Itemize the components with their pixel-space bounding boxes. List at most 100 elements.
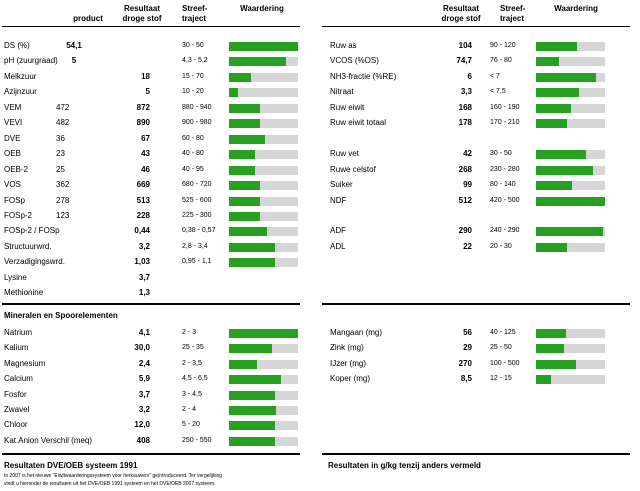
- row-label: ADL: [330, 242, 346, 251]
- rating-bar-fill: [229, 375, 282, 384]
- row-result-value: 513: [136, 196, 150, 205]
- rating-bar-track: [229, 57, 298, 66]
- row-label: FOSp-2 / FOSp: [4, 226, 60, 235]
- rating-bar-track: [536, 344, 605, 353]
- rating-bar-fill: [536, 243, 568, 252]
- row-label: Verzadigingswrd.: [4, 257, 65, 266]
- rating-bar-track: [229, 437, 298, 446]
- row-result-value: 3,2: [138, 405, 150, 414]
- rating-bar-fill: [536, 344, 564, 353]
- row-target-range: 25 - 35: [182, 344, 204, 351]
- row-result-value: 30,0: [134, 343, 150, 352]
- rating-bar-fill: [229, 212, 261, 221]
- rating-bar-track: [229, 212, 298, 221]
- rating-bar-track: [536, 197, 605, 206]
- row-label: FOSp-2: [4, 211, 33, 220]
- row-label: Nitraat: [330, 87, 354, 96]
- header-result-right-line2: droge stof: [441, 14, 481, 23]
- row-label: Suiker: [330, 180, 353, 189]
- row-target-range: < 7: [490, 73, 500, 80]
- rating-bar-fill: [229, 119, 261, 128]
- row-label: NH3-fractie (%RE): [330, 72, 397, 81]
- rating-bar-fill: [536, 57, 559, 66]
- rating-bar-track: [536, 119, 605, 128]
- row-target-range: 80 - 140: [490, 181, 516, 188]
- rating-bar-fill: [229, 73, 252, 82]
- row-result-value: 4,1: [138, 328, 150, 337]
- row-label: Ruw eiwit totaal: [330, 118, 387, 127]
- rating-bar-track: [536, 227, 605, 236]
- rating-bar-track: [536, 42, 605, 51]
- rating-bar-fill: [229, 181, 261, 190]
- row-label: IJzer (mg): [330, 359, 366, 368]
- rating-bar-fill: [229, 166, 255, 175]
- row-label: FOSp: [4, 196, 25, 205]
- row-label: Zwavel: [4, 405, 30, 414]
- row-target-range: 170 - 210: [490, 119, 520, 126]
- row-result-value: 1,03: [134, 257, 150, 266]
- row-label: Ruw as: [330, 41, 357, 50]
- row-label: DS (%): [4, 41, 30, 50]
- rating-bar-fill: [536, 181, 572, 190]
- rating-bar-fill: [536, 375, 552, 384]
- rating-bar-fill: [536, 197, 605, 206]
- row-target-range: 40 - 125: [490, 329, 516, 336]
- rating-bar-fill: [229, 197, 261, 206]
- row-result-value: 56: [463, 328, 472, 337]
- row-product-value: 123: [56, 211, 70, 220]
- row-result-value: 1,3: [138, 288, 150, 297]
- row-target-range: 0,38 - 0,57: [182, 227, 216, 234]
- rating-bar-track: [536, 243, 605, 252]
- row-result-value: 67: [141, 134, 150, 143]
- row-target-range: 20 - 30: [490, 243, 512, 250]
- rating-bar-fill: [229, 360, 257, 369]
- rating-bar-fill: [536, 150, 586, 159]
- row-result-value: 22: [463, 242, 472, 251]
- row-label: Mangaan (mg): [330, 328, 383, 337]
- rating-bar-track: [536, 73, 605, 82]
- header-result-line1: Resultaat: [123, 4, 160, 13]
- rating-bar-track: [229, 197, 298, 206]
- rating-bar-fill: [536, 329, 566, 338]
- row-label: Melkzuur: [4, 72, 37, 81]
- row-result-value: 408: [136, 436, 150, 445]
- row-target-range: 2 - 3: [182, 329, 197, 336]
- rating-bar-fill: [229, 344, 272, 353]
- rating-bar-track: [229, 329, 298, 338]
- row-result-value: 890: [136, 118, 150, 127]
- rating-bar-track: [536, 150, 605, 159]
- row-result-value: 99: [463, 180, 472, 189]
- rating-bar-track: [536, 360, 605, 369]
- row-label: Natrium: [4, 328, 33, 337]
- header-target-right-line2: traject: [500, 14, 525, 23]
- row-result-value: 512: [458, 196, 472, 205]
- rating-bar-track: [229, 243, 298, 252]
- footer-note-line1: In 2007 is het nieuwe "Eiwitwaarderingss…: [4, 473, 223, 479]
- row-product-value: 362: [56, 180, 70, 189]
- row-result-value: 18: [141, 72, 150, 81]
- rating-bar-fill: [536, 227, 603, 236]
- row-result-value: 168: [458, 103, 472, 112]
- row-target-range: 76 - 80: [490, 57, 512, 64]
- row-target-range: 5 - 20: [182, 421, 200, 428]
- header-target-right-line1: Streef-: [500, 4, 526, 13]
- rating-bar-fill: [229, 135, 265, 144]
- rating-bar-fill: [229, 88, 238, 97]
- row-result-value: 104: [458, 41, 472, 50]
- rating-bar-track: [229, 73, 298, 82]
- row-target-range: 525 - 600: [182, 197, 212, 204]
- rating-bar-track: [229, 88, 298, 97]
- rating-bar-track: [229, 391, 298, 400]
- footer-divider-right: [322, 453, 630, 455]
- header-divider-right: [322, 26, 630, 27]
- row-target-range: 100 - 500: [490, 360, 520, 367]
- row-result-value: 74,7: [456, 56, 472, 65]
- row-result-value: 3,7: [138, 273, 150, 282]
- rating-bar-fill: [536, 360, 577, 369]
- row-target-range: 680 - 720: [182, 181, 212, 188]
- row-product-value: 472: [56, 103, 70, 112]
- rating-bar-fill: [536, 73, 597, 82]
- row-product-value: 23: [56, 149, 65, 158]
- row-result-value: 46: [141, 165, 150, 174]
- row-target-range: < 7,5: [490, 88, 506, 95]
